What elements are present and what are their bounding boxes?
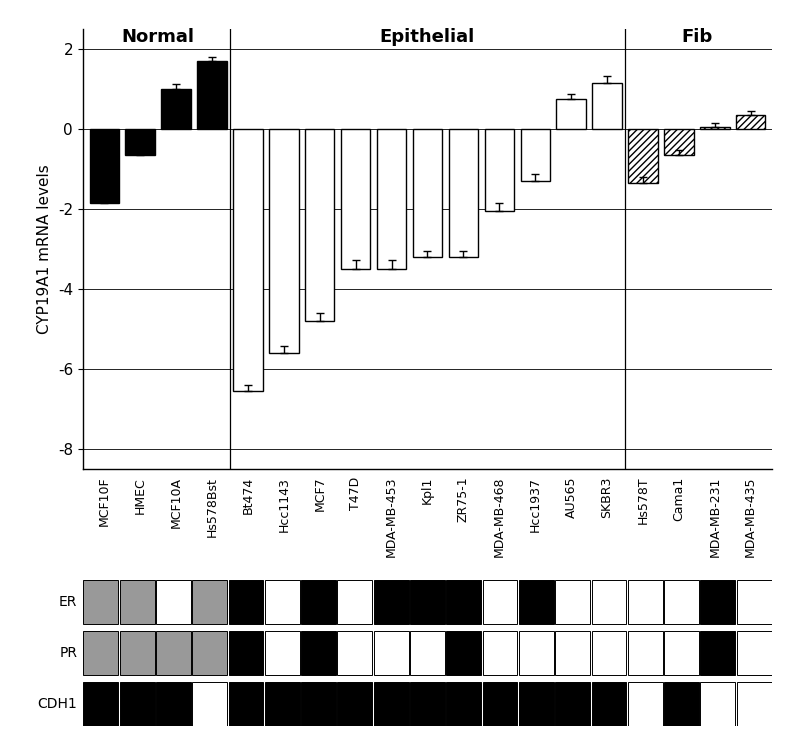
Bar <box>265 630 299 674</box>
Text: CDH1: CDH1 <box>38 696 77 711</box>
Bar <box>301 630 336 674</box>
Bar <box>519 682 554 726</box>
Bar <box>229 682 263 726</box>
Bar <box>664 129 693 155</box>
Bar <box>192 682 227 726</box>
Bar <box>664 580 699 624</box>
Bar <box>337 580 373 624</box>
Bar <box>446 630 481 674</box>
Bar <box>265 580 299 624</box>
Bar <box>410 682 445 726</box>
Bar <box>192 630 227 674</box>
Bar <box>229 630 263 674</box>
Bar <box>265 682 299 726</box>
Bar <box>84 630 118 674</box>
Bar <box>482 682 518 726</box>
Bar <box>556 99 585 129</box>
Bar <box>305 129 334 321</box>
Text: Epithelial: Epithelial <box>380 28 475 46</box>
Bar <box>628 630 663 674</box>
Bar <box>410 630 445 674</box>
Bar <box>156 630 191 674</box>
Bar <box>337 682 373 726</box>
Bar <box>229 580 263 624</box>
Bar <box>664 630 699 674</box>
Bar <box>374 580 409 624</box>
Text: ER: ER <box>59 594 77 608</box>
Bar <box>156 580 191 624</box>
Text: Fib: Fib <box>681 28 712 46</box>
Bar <box>593 84 622 129</box>
Bar <box>592 630 626 674</box>
Bar <box>162 89 191 129</box>
Bar <box>737 580 771 624</box>
Bar <box>628 682 663 726</box>
Bar <box>192 580 227 624</box>
Bar <box>233 129 262 391</box>
Bar <box>410 580 445 624</box>
Bar <box>701 630 735 674</box>
Bar <box>448 129 478 257</box>
Bar <box>482 630 518 674</box>
Bar <box>197 61 227 129</box>
Bar <box>446 682 481 726</box>
Bar <box>519 630 554 674</box>
Bar <box>556 580 590 624</box>
Bar <box>482 580 518 624</box>
Bar <box>556 682 590 726</box>
Bar <box>701 580 735 624</box>
Bar <box>737 630 771 674</box>
Bar <box>628 129 658 183</box>
Text: Normal: Normal <box>121 28 195 46</box>
Bar <box>120 630 154 674</box>
Bar <box>374 630 409 674</box>
Bar <box>156 682 191 726</box>
Text: PR: PR <box>59 646 77 660</box>
Bar <box>519 580 554 624</box>
Bar <box>701 682 735 726</box>
Bar <box>664 682 699 726</box>
Y-axis label: CYP19A1 mRNA levels: CYP19A1 mRNA levels <box>37 164 52 334</box>
Bar <box>120 580 154 624</box>
Bar <box>446 580 481 624</box>
Bar <box>341 129 370 269</box>
Bar <box>521 129 550 181</box>
Bar <box>592 682 626 726</box>
Bar <box>301 580 336 624</box>
Bar <box>84 580 118 624</box>
Bar <box>628 580 663 624</box>
Bar <box>556 630 590 674</box>
Bar <box>592 580 626 624</box>
Bar <box>736 115 765 129</box>
Bar <box>413 129 442 257</box>
Bar <box>125 129 155 155</box>
Bar <box>337 630 373 674</box>
Bar <box>301 682 336 726</box>
Bar <box>374 682 409 726</box>
Bar <box>90 129 119 203</box>
Bar <box>485 129 514 211</box>
Bar <box>120 682 154 726</box>
Bar <box>377 129 407 269</box>
Bar <box>700 128 730 129</box>
Bar <box>737 682 771 726</box>
Bar <box>269 129 299 353</box>
Bar <box>84 682 118 726</box>
